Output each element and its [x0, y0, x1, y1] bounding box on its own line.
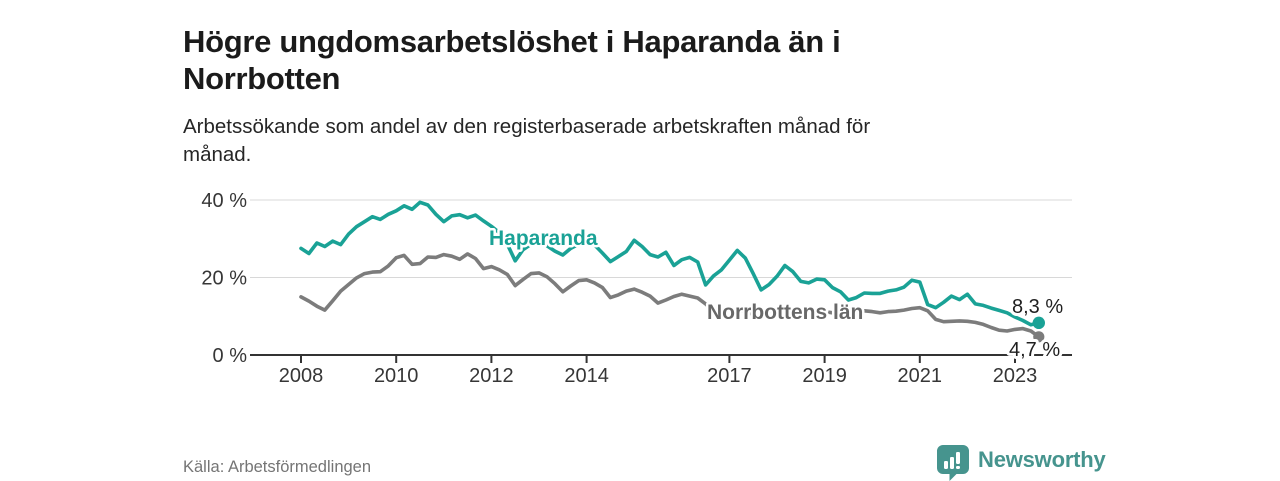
- y-tick-label-20: 20 %: [201, 268, 247, 290]
- chart-subtitle-line-2: månad.: [183, 143, 252, 166]
- series-line-haparanda: [299, 200, 1041, 327]
- x-tick-label-2023: 2023: [993, 365, 1038, 387]
- x-tick-label-2010: 2010: [374, 365, 419, 387]
- y-tick-label-0: 0 %: [213, 345, 248, 367]
- end-dot-haparanda: [1032, 316, 1046, 330]
- y-tick-label-40: 40 %: [201, 190, 247, 212]
- x-tick-label-2008: 2008: [279, 365, 324, 387]
- x-tick-label-2017: 2017: [707, 365, 752, 387]
- newsworthy-logo-text: Newsworthy: [978, 447, 1106, 472]
- x-tick-label-2019: 2019: [802, 365, 847, 387]
- x-tick-label-2014: 2014: [564, 365, 609, 387]
- x-tick-label-2021: 2021: [898, 365, 943, 387]
- chart-title-line-1: Högre ungdomsarbetslöshet i Haparanda än…: [183, 23, 841, 59]
- chart-subtitle-line-1: Arbetssökande som andel av den registerb…: [183, 114, 871, 138]
- newsworthy-brand: Newsworthy: [936, 444, 1106, 481]
- newsworthy-logo-icon: [937, 445, 969, 481]
- end-value-label-norrbotten: 4,7 %: [1009, 339, 1060, 361]
- end-value-label-haparanda: 8,3 %: [1012, 296, 1063, 318]
- x-tick-label-2012: 2012: [469, 365, 514, 387]
- series-label-norrbotten: Norrbottens län: [707, 301, 863, 324]
- series-line-norrbotten: [299, 252, 1041, 339]
- chart-subtitle: Arbetssökande som andel av den registerb…: [183, 113, 1083, 170]
- chart-title-line-2: Norrbotten: [183, 60, 341, 96]
- end-dot-norrbotten: [1033, 331, 1045, 343]
- source-note: Källa: Arbetsförmedlingen: [183, 458, 372, 476]
- series-label-haparanda: Haparanda: [489, 227, 598, 250]
- chart-title: Högre ungdomsarbetslöshet i Haparanda än…: [183, 23, 1043, 97]
